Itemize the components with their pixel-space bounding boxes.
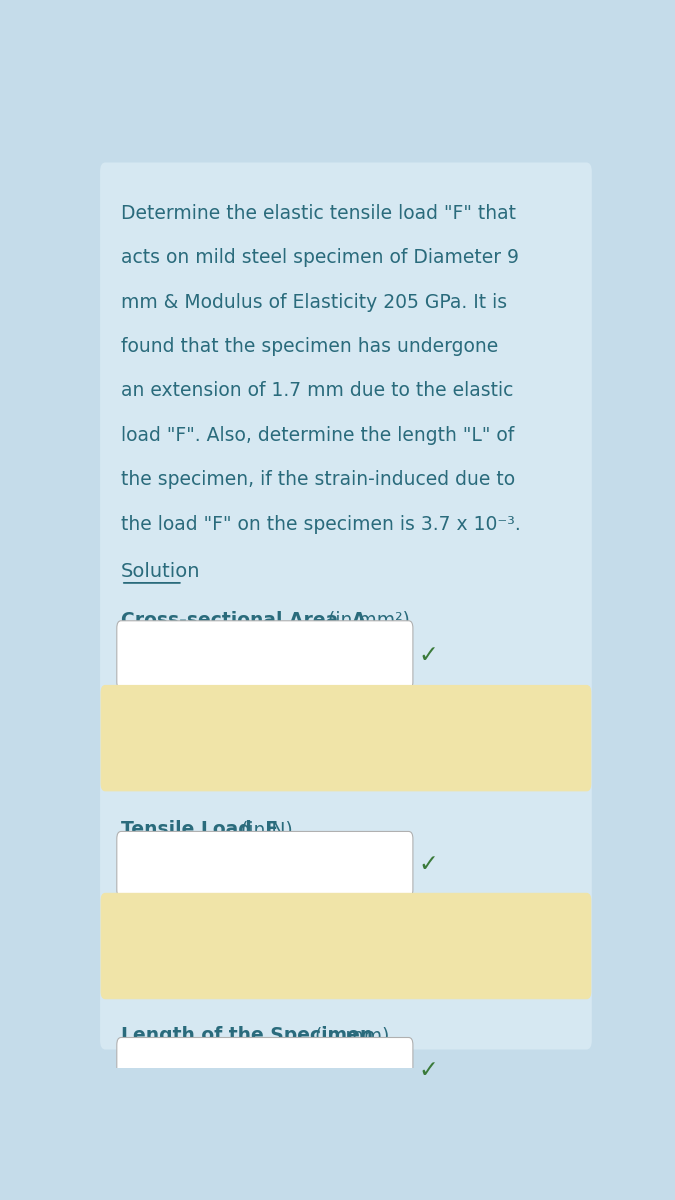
Text: the load "F" on the specimen is 3.7 x 10⁻³.: the load "F" on the specimen is 3.7 x 10… (121, 515, 520, 534)
Text: Solution: Solution (121, 562, 200, 581)
Text: (in mm): (in mm) (309, 1026, 389, 1045)
Text: acts on mild steel specimen of Diameter 9: acts on mild steel specimen of Diameter … (121, 248, 519, 268)
FancyBboxPatch shape (101, 685, 591, 791)
Text: Length of the Specimen: Length of the Specimen (121, 1026, 373, 1045)
FancyBboxPatch shape (117, 620, 413, 689)
Text: ✓: ✓ (418, 1058, 438, 1082)
FancyBboxPatch shape (100, 162, 592, 1050)
FancyBboxPatch shape (101, 893, 591, 998)
Text: found that the specimen has undergone: found that the specimen has undergone (121, 337, 498, 356)
FancyBboxPatch shape (117, 1038, 413, 1103)
Text: (in mm²): (in mm²) (323, 611, 410, 630)
Text: the specimen, if the strain-induced due to: the specimen, if the strain-induced due … (121, 470, 515, 490)
Text: Tensile Load, F: Tensile Load, F (121, 821, 278, 839)
Text: ✓: ✓ (418, 852, 438, 876)
Text: load "F". Also, determine the length "L" of: load "F". Also, determine the length "L"… (121, 426, 514, 445)
Text: mm & Modulus of Elasticity 205 GPa. It is: mm & Modulus of Elasticity 205 GPa. It i… (121, 293, 507, 312)
Text: ✓: ✓ (418, 643, 438, 667)
FancyBboxPatch shape (117, 832, 413, 898)
Text: (in N): (in N) (235, 821, 293, 839)
Text: Determine the elastic tensile load "F" that: Determine the elastic tensile load "F" t… (121, 204, 516, 223)
Text: Cross-sectional Area, A: Cross-sectional Area, A (121, 611, 367, 630)
Text: an extension of 1.7 mm due to the elastic: an extension of 1.7 mm due to the elasti… (121, 382, 514, 401)
